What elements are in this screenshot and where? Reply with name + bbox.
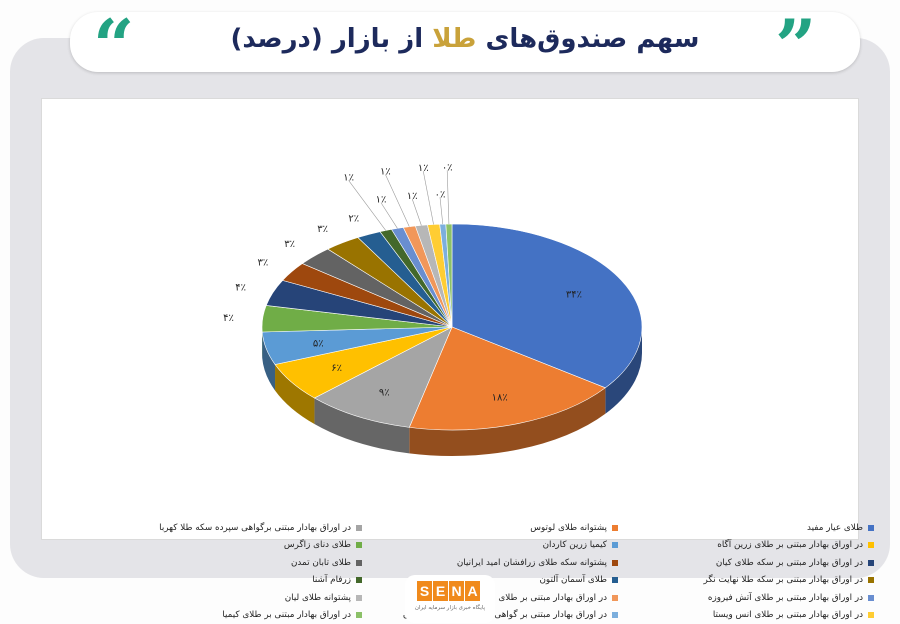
- title-pre: سهم صندوق‌های: [485, 24, 699, 54]
- legend-label: در اوراق بهادار مبتنی بر طلای انس ویستا: [713, 610, 863, 620]
- pie-data-label: ۹٪: [379, 387, 390, 398]
- legend-label: در اوراق بهادار مبتنی بر طلای کیمیا: [222, 610, 351, 620]
- pie-data-label: ۱۸٪: [492, 393, 508, 404]
- legend-label: پشتوانه طلای لوتوس: [530, 523, 607, 533]
- chart-panel: ۳۴٪۱۸٪۹٪۶٪۵٪۴٪۴٪۳٪۳٪۳٪۲٪۱٪۱٪۱٪۱٪۱٪۰٪۰٪ ط…: [41, 98, 859, 540]
- pie-leader-16: [423, 171, 433, 224]
- legend-swatch: [612, 577, 618, 583]
- legend-entry: در اوراق بهادار مبتنی بر طلای زرین آگاه: [618, 537, 874, 555]
- legend-label: طلای آسمان آلتون: [539, 575, 607, 585]
- legend-entry: در اوراق بهادار مبتنی بر طلای آتش فیروزه: [618, 589, 874, 607]
- legend-swatch: [868, 612, 874, 618]
- pie-data-label: ۱٪: [418, 163, 429, 174]
- legend-swatch: [612, 542, 618, 548]
- pie-data-label: ۰٪: [442, 162, 453, 173]
- pie-leader-18: [447, 170, 449, 224]
- legend-entry: در اوراق بهادار مبتنی برگواهی سپرده سکه …: [106, 519, 362, 537]
- legend-label: در اوراق بهادار مبتنی بر طلای صبا: [483, 593, 607, 603]
- legend-swatch: [868, 542, 874, 548]
- logo-subtitle: پایگاه خبری بازار سرمایه ایران: [405, 605, 495, 611]
- legend-entry: طلای عیار مفید: [618, 519, 874, 537]
- pie-chart: ۳۴٪ ۱۸٪ ۹٪ ۶٪ ۵٪ ۴٪ ۴٪ ۳٪ ۳٪ ۳٪ ۲٪ ۱٪ ۱٪ ۱٪ ۱٪ ۱٪ ۰٪ ۰٪: [42, 99, 858, 539]
- legend-entry: پشتوانه طلای لوتوس: [362, 519, 618, 537]
- pie-data-label: ۱٪: [380, 166, 391, 177]
- legend-entry: طلای دنای زاگرس: [106, 537, 362, 555]
- legend-swatch: [356, 525, 362, 531]
- legend-label: طلای دنای زاگرس: [284, 540, 351, 550]
- legend-swatch: [356, 595, 362, 601]
- legend-row: در اوراق بهادار مبتنی بر سکه طلای کیان پش…: [104, 554, 874, 572]
- legend-entry: در اوراق بهادار مبتنی بر سکه طلا نهایت ن…: [618, 572, 874, 590]
- legend-label: زرفام آشنا: [312, 575, 351, 585]
- legend-swatch: [868, 560, 874, 566]
- pie-leader-17: [440, 197, 443, 224]
- pie-leader-15: [412, 199, 421, 225]
- logo-letter: N: [449, 581, 464, 601]
- legend-label: طلای تابان تمدن: [291, 558, 351, 568]
- pie-data-label: ۳۴٪: [566, 289, 582, 300]
- pie-data-label: ۴٪: [223, 313, 234, 324]
- title-post: از بازار (درصد): [231, 24, 424, 54]
- quote-open-icon: “: [93, 16, 134, 76]
- pie-data-label: ۰٪: [435, 189, 446, 200]
- pie-leader-14: [385, 174, 409, 226]
- pie-data-label: ۶٪: [331, 363, 342, 374]
- legend-swatch: [612, 525, 618, 531]
- title-highlight: طلا: [432, 24, 476, 54]
- pie-data-label: ۱٪: [343, 172, 354, 183]
- pie-data-label: ۳٪: [257, 258, 268, 269]
- legend-row: در اوراق بهادار مبتنی بر طلای زرین آگاه ک…: [104, 537, 874, 555]
- legend-label: کیمیا زرین کاردان: [543, 540, 607, 550]
- logo-letter: A: [465, 581, 480, 601]
- legend-row: طلای عیار مفید پشتوانه طلای لوتوس در اوراق…: [104, 519, 874, 537]
- pie-data-label: ۱٪: [376, 195, 387, 206]
- legend-swatch: [356, 612, 362, 618]
- logo-letter: S: [417, 581, 432, 601]
- legend-label: در اوراق بهادار مبتنی بر سکه طلای کیان: [716, 558, 863, 568]
- quote-close-icon: ”: [775, 16, 816, 76]
- legend-entry: پشتوانه طلای لیان: [106, 589, 362, 607]
- pie-data-label: ۵٪: [313, 338, 324, 349]
- legend-swatch: [868, 595, 874, 601]
- pie-leader-13: [381, 203, 397, 229]
- legend-label: پشتوانه سکه طلای زرافشان امید ایرانیان: [457, 558, 607, 568]
- legend-swatch: [356, 542, 362, 548]
- legend-entry: در اوراق بهادار مبتنی بر طلای انس ویستا: [618, 607, 874, 624]
- legend-label: در اوراق بهادار مبتنی برگواهی سپرده سکه …: [159, 523, 351, 533]
- legend-label: در اوراق بهادار مبتنی بر طلای آتش فیروزه: [708, 593, 863, 603]
- header-bar: سهم صندوق‌های طلا از بازار (درصد): [70, 12, 860, 72]
- legend-label: در اوراق بهادار مبتنی بر سکه طلا نهایت ن…: [704, 575, 863, 585]
- legend-swatch: [612, 595, 618, 601]
- pie-data-label: ۳٪: [284, 239, 295, 250]
- legend-swatch: [612, 612, 618, 618]
- legend-entry: کیمیا زرین کاردان: [362, 537, 618, 555]
- pie-data-label: ۳٪: [317, 224, 328, 235]
- legend-entry: زرفام آشنا: [106, 572, 362, 590]
- legend-entry: در اوراق بهادار مبتنی بر سکه طلای کیان: [618, 554, 874, 572]
- legend-swatch: [356, 560, 362, 566]
- pie-data-label: ۴٪: [235, 282, 246, 293]
- legend-swatch: [356, 577, 362, 583]
- legend-label: پشتوانه طلای لیان: [285, 593, 351, 603]
- legend-label: طلای عیار مفید: [807, 523, 863, 533]
- legend-swatch: [612, 560, 618, 566]
- pie-data-label: ۱٪: [407, 191, 418, 202]
- legend-entry: پشتوانه سکه طلای زرافشان امید ایرانیان: [362, 554, 618, 572]
- legend-entry: طلای تابان تمدن: [106, 554, 362, 572]
- page-title: سهم صندوق‌های طلا از بازار (درصد): [70, 24, 860, 54]
- legend-label: در اوراق بهادار مبتنی بر طلای زرین آگاه: [717, 540, 863, 550]
- pie-top-group: [262, 224, 642, 430]
- legend-entry: در اوراق بهادار مبتنی بر طلای کیمیا: [106, 607, 362, 624]
- legend-swatch: [868, 577, 874, 583]
- logo-letter: E: [433, 581, 448, 601]
- pie-data-label: ۲٪: [348, 214, 359, 225]
- legend-swatch: [868, 525, 874, 531]
